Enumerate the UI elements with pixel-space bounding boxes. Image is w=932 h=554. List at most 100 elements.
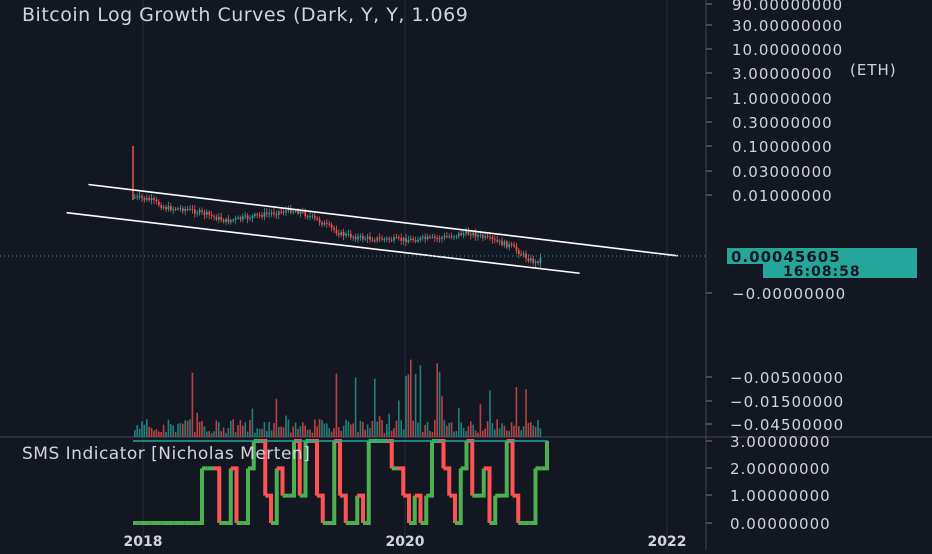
candle-body [237, 217, 239, 219]
candle-body [328, 223, 331, 225]
candle-body [321, 222, 323, 225]
sms-axis-label: 0.00000000 [730, 515, 831, 533]
sms-segment [351, 495, 360, 525]
volume-bar [482, 430, 484, 437]
sms-segment [512, 493, 521, 523]
volume-bar [177, 423, 179, 437]
volume-bar [251, 408, 254, 437]
volume-bar [282, 427, 285, 437]
candle-body [273, 212, 275, 215]
countdown-value: 16:08:58 [783, 264, 861, 280]
volume-bar [182, 423, 184, 437]
candle-body [412, 238, 415, 241]
volume-bar [453, 431, 455, 437]
sms-axis-label: 1.00000000 [730, 487, 831, 505]
volume-bar [429, 430, 431, 437]
channel-line-lower[interactable] [66, 211, 580, 275]
last-price-badge-bg [727, 248, 917, 264]
volume-bar [246, 431, 249, 437]
candle-body [244, 215, 247, 217]
candle-body [158, 201, 160, 206]
candle-body [455, 236, 458, 238]
candle-body [426, 236, 429, 239]
candle-body [280, 211, 283, 213]
eth-label: (ETH) [850, 61, 896, 79]
sms-segment [265, 493, 273, 523]
candle-body [484, 235, 487, 238]
candle-body [458, 233, 460, 237]
sms-segment [357, 493, 365, 523]
volume-bar [462, 427, 465, 437]
volume-bar [184, 420, 186, 437]
sms-indicator-title: SMS Indicator [Nicholas Merten] [22, 444, 310, 464]
volume-bar [263, 422, 266, 437]
candle-body [386, 238, 388, 240]
volume-bar [143, 424, 146, 437]
candle-body [539, 257, 542, 264]
volume-bar [340, 430, 342, 437]
candle-body [203, 211, 206, 215]
candle-body [189, 208, 191, 210]
candle-body [482, 234, 484, 238]
sms-segment [340, 493, 348, 523]
candle-body [215, 216, 218, 220]
candle-body [290, 208, 292, 213]
volume-bar [150, 427, 153, 437]
volume-bar [417, 422, 419, 437]
volume-bar [414, 373, 417, 437]
volume-bar [508, 431, 510, 437]
volume-bar [350, 424, 352, 437]
candle-body [506, 241, 508, 248]
volume-bar [213, 431, 215, 437]
volume-bar [227, 428, 230, 437]
volume-bar [266, 431, 268, 437]
candle-body [138, 195, 141, 197]
time-tick-label: 2022 [648, 534, 687, 550]
volume-bar [153, 430, 155, 437]
volume-bar [534, 426, 537, 437]
volume-bar [405, 376, 407, 437]
candle-body [282, 211, 285, 213]
volume-bar [165, 431, 167, 437]
candle-body [503, 241, 506, 246]
candle-body [446, 236, 448, 238]
candle-body [299, 211, 302, 214]
candle-body [340, 232, 343, 236]
candle-body [198, 210, 201, 214]
volume-bar [316, 426, 318, 437]
candle-body [254, 214, 256, 216]
volume-bar [407, 374, 410, 437]
volume-bar [419, 365, 422, 437]
channel-lines[interactable] [66, 183, 679, 275]
volume-bar [208, 431, 210, 437]
time-tick-label: 2020 [386, 534, 425, 550]
candle-body [515, 246, 518, 251]
volume-bar [443, 420, 446, 437]
sms-segment [414, 493, 423, 523]
sms-segment [386, 439, 394, 469]
time-axis[interactable]: 2018 2020 2022 [124, 534, 687, 550]
candle-body [306, 216, 309, 218]
volume-bar [162, 424, 165, 437]
candle-body [251, 215, 254, 219]
candle-body [537, 261, 539, 264]
volume-bar [422, 431, 424, 437]
candle-body [527, 258, 530, 261]
volume-bar [210, 432, 213, 437]
candle-body [400, 237, 403, 241]
candle-body [345, 233, 347, 236]
channel-line-upper[interactable] [88, 183, 679, 257]
candle-body [489, 236, 491, 238]
price-axis[interactable]: 90.00000000 30.00000000 10.00000000 3.00000… [705, 0, 846, 550]
candle-body [378, 237, 381, 239]
volume-bar [314, 419, 316, 437]
volume-bar [194, 432, 196, 437]
volume-bar [309, 429, 311, 437]
volume-bar [412, 420, 414, 437]
candle-body [230, 220, 232, 223]
volume-bar [285, 415, 287, 437]
price-tick-label: 10.00000000 [732, 41, 843, 59]
candle-body [220, 216, 223, 221]
